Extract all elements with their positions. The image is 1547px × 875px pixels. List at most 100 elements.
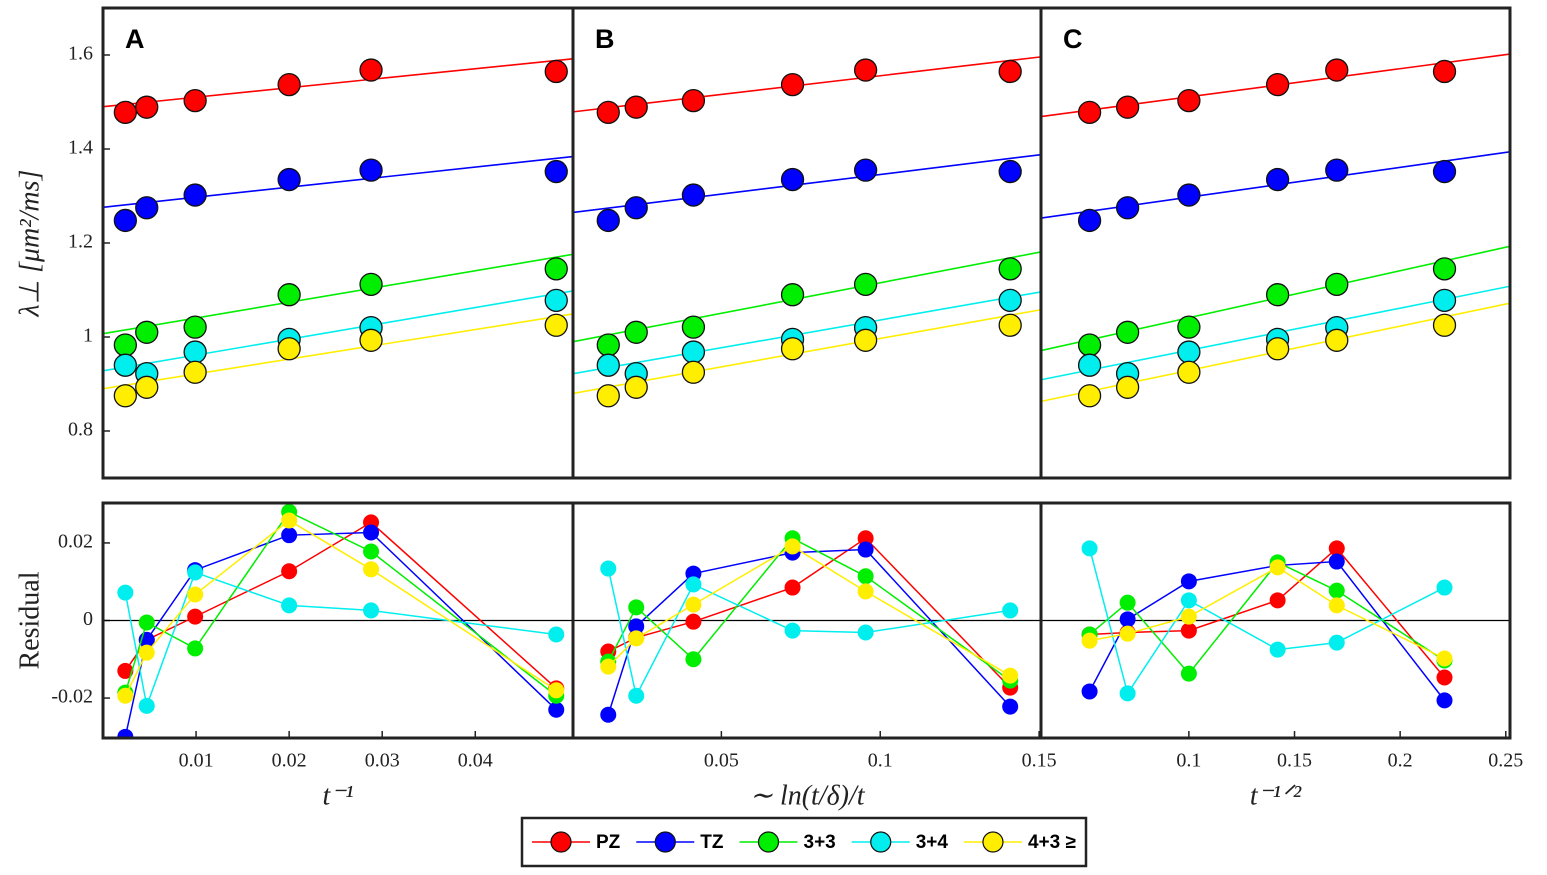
panel-label: A: [125, 24, 145, 54]
residual-point: [187, 564, 204, 581]
data-point: [853, 328, 878, 352]
data-point: [780, 337, 805, 361]
panel-label: C: [1063, 24, 1083, 54]
data-point: [780, 167, 805, 192]
data-point: [853, 58, 878, 82]
y-tick-label: 1.6: [68, 43, 93, 65]
data-point: [1115, 196, 1140, 220]
residual-point: [1180, 622, 1197, 639]
data-point: [998, 159, 1022, 184]
data-point: [359, 158, 383, 182]
panel-border: [1039, 6, 1512, 480]
residual-point: [685, 596, 702, 613]
data-point: [135, 196, 159, 220]
fit-line: [103, 57, 573, 108]
x-tick-label: 0.1: [1176, 750, 1201, 772]
residual-point: [117, 584, 134, 601]
data-point: [1077, 353, 1102, 377]
data-point: [1115, 320, 1140, 344]
residual-point: [1081, 632, 1098, 649]
residual-point: [1081, 540, 1098, 557]
residual-point: [784, 622, 801, 639]
residual-point: [1180, 665, 1197, 682]
data-point: [780, 72, 805, 97]
residual-point: [1180, 573, 1197, 590]
residual-point: [1436, 669, 1453, 686]
data-point: [596, 208, 620, 233]
data-point: [681, 88, 706, 113]
data-point: [1325, 272, 1349, 297]
data-point: [1432, 257, 1457, 281]
data-point: [277, 167, 301, 192]
data-point: [1325, 328, 1349, 352]
y-axis-label: Residual: [14, 571, 45, 669]
data-point: [1115, 95, 1140, 119]
x-axis-label: ∼ ln(t/δ)/t: [749, 780, 865, 811]
data-point: [780, 283, 805, 307]
data-point: [1432, 288, 1457, 312]
fit-line: [573, 56, 1041, 113]
data-point: [359, 58, 383, 82]
data-point: [113, 333, 137, 357]
plot-area: [1041, 53, 1510, 408]
residual-point: [1119, 625, 1136, 642]
legend-marker: [982, 831, 1004, 853]
data-point: [183, 360, 207, 384]
y-axis-label: λ⊥ [μm²/ms]: [14, 170, 45, 318]
legend-label: 4+3 ≥: [1028, 832, 1076, 853]
residual-point: [1180, 608, 1197, 625]
data-point: [596, 100, 620, 124]
residual-point: [363, 602, 380, 619]
data-point: [1177, 183, 1201, 207]
residual-point: [1119, 611, 1136, 628]
data-point: [1177, 88, 1201, 113]
residual-point: [628, 618, 645, 635]
y-tick-label: 0: [83, 608, 93, 630]
data-point: [1077, 384, 1102, 408]
data-point: [135, 375, 159, 399]
y-tick-label: 0.02: [58, 531, 93, 553]
residual-point: [1328, 634, 1345, 651]
residual-point: [138, 697, 155, 714]
data-point: [113, 353, 137, 377]
legend-marker: [654, 831, 676, 853]
residual-point: [363, 524, 380, 541]
plot-area: [573, 530, 1041, 723]
data-point: [1115, 375, 1140, 399]
residual-point: [857, 583, 874, 600]
residual-point: [1328, 597, 1345, 614]
legend-marker: [550, 831, 572, 853]
fit-line: [103, 155, 573, 209]
plot-area: [103, 503, 573, 738]
data-point: [1265, 283, 1290, 307]
data-point: [1265, 337, 1290, 361]
legend-marker: [757, 831, 780, 853]
residual-line: [124, 519, 557, 697]
data-point: [183, 315, 207, 339]
residual-point: [685, 651, 702, 668]
residual-point: [363, 543, 380, 560]
data-point: [998, 313, 1022, 337]
residual-point: [187, 640, 204, 657]
data-point: [135, 320, 159, 344]
data-point: [681, 183, 706, 207]
residual-point: [1002, 602, 1019, 619]
residual-point: [1269, 592, 1286, 609]
residual-point: [1119, 685, 1136, 702]
fit-line: [103, 253, 573, 335]
y-tick-label: 0.8: [68, 419, 93, 441]
residual-point: [117, 728, 134, 738]
residual-point: [187, 608, 204, 625]
residual-point: [187, 586, 204, 603]
data-point: [998, 59, 1022, 84]
residual-point: [117, 662, 134, 679]
legend-marker: [870, 831, 892, 853]
data-point: [596, 384, 620, 408]
data-point: [544, 313, 568, 337]
residual-line: [607, 537, 1011, 682]
residual-point: [628, 599, 645, 616]
data-point: [1325, 58, 1349, 82]
data-point: [853, 158, 878, 182]
data-point: [277, 283, 301, 307]
data-point: [1325, 158, 1349, 182]
